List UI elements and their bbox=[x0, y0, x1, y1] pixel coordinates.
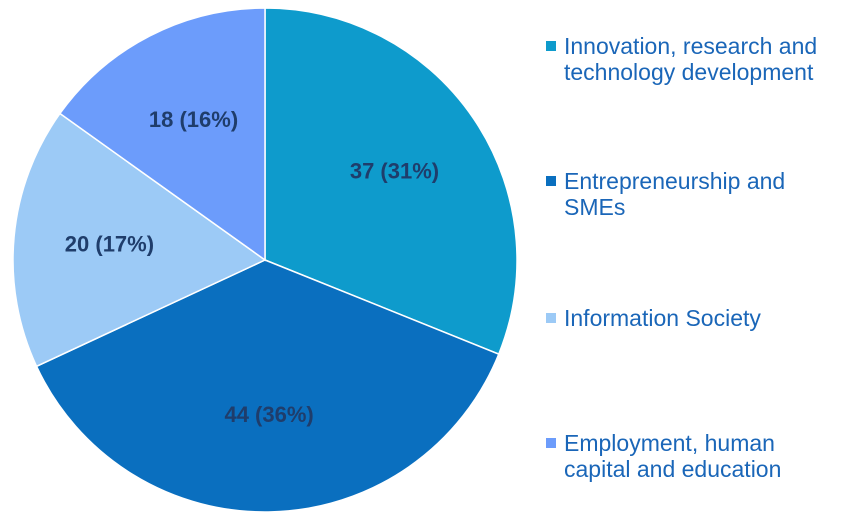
legend-label: Employment, human capital and education bbox=[564, 430, 782, 482]
legend-swatch bbox=[546, 438, 556, 448]
pie-slice bbox=[35, 259, 500, 513]
pie-slice bbox=[264, 7, 518, 356]
data-label: 44 (36%) bbox=[224, 402, 313, 427]
data-label: 20 (17%) bbox=[65, 231, 154, 256]
legend-swatch bbox=[546, 176, 556, 186]
legend-label: Entrepreneurship and SMEs bbox=[564, 168, 786, 220]
data-label: 18 (16%) bbox=[149, 107, 238, 132]
legend-swatch bbox=[546, 313, 556, 323]
data-label: 37 (31%) bbox=[350, 158, 439, 183]
pie-slice bbox=[58, 7, 266, 262]
legend-label: Innovation, research and technology deve… bbox=[564, 33, 818, 85]
legend-item: Employment, human capital and education bbox=[540, 430, 840, 482]
legend-swatch bbox=[546, 41, 556, 51]
legend-item: Information Society bbox=[540, 305, 840, 331]
legend-label: Information Society bbox=[564, 305, 761, 331]
pie-chart: 37 (31%) 44 (36%) 20 (17%) 18 (16%) bbox=[12, 7, 518, 513]
pie-slice bbox=[12, 112, 267, 368]
legend-item: Innovation, research and technology deve… bbox=[540, 33, 840, 85]
legend-item: Entrepreneurship and SMEs bbox=[540, 168, 840, 220]
